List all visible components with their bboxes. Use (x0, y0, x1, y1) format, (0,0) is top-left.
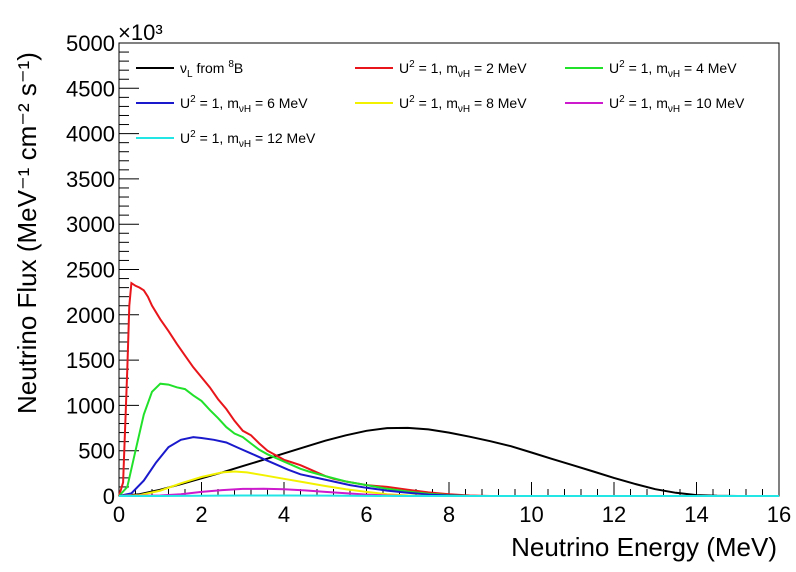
legend-label: U2 = 1, mνH = 10 MeV (609, 94, 745, 115)
y-tick-label: 0 (103, 484, 115, 509)
legend-label: U2 = 1, mνH = 6 MeV (180, 94, 308, 115)
y-tick-label: 1500 (66, 348, 115, 373)
y-tick-label: 2000 (66, 303, 115, 328)
y-tick-label: 500 (78, 439, 115, 464)
x-axis-ticks: 0 2 4 6 8 10 12 14 16 (113, 482, 791, 527)
x-tick-label: 2 (195, 502, 207, 527)
y-tick-label: 3000 (66, 212, 115, 237)
legend-label: U2 = 1, mνH = 2 MeV (399, 59, 527, 80)
y-axis-title: Neutrino Flux (MeV⁻¹ cm⁻² s⁻¹) (12, 52, 42, 414)
x-tick-label: 0 (113, 502, 125, 527)
x-axis-title: Neutrino Energy (MeV) (511, 532, 777, 562)
legend-label: U2 = 1, mνH = 8 MeV (399, 94, 527, 115)
series-line-1 (118, 281, 779, 497)
series-line-6 (119, 494, 779, 497)
x-tick-label: 12 (602, 502, 626, 527)
legend: νL from 8B U2 = 1, mνH = 2 MeV U2 = 1, mνH… (136, 59, 745, 150)
legend-label: U2 = 1, mνH = 12 MeV (180, 129, 316, 150)
y-tick-label: 3500 (66, 167, 115, 192)
series-line-3 (118, 436, 779, 497)
x-tick-label: 6 (360, 502, 372, 527)
x-tick-label: 8 (443, 502, 455, 527)
series-line-2 (118, 382, 779, 497)
x-tick-label: 10 (519, 502, 543, 527)
y-axis-ticks: 0 500 1000 1500 2000 2500 3000 3500 4000 4500 5000 (66, 31, 139, 509)
y-tick-label: 1000 (66, 393, 115, 418)
y-axis-multiplier: ×10³ (118, 20, 163, 45)
y-tick-label: 5000 (66, 31, 115, 56)
x-tick-label: 4 (278, 502, 290, 527)
legend-label: νL from 8B (180, 59, 243, 80)
series-line-4 (118, 470, 779, 497)
y-tick-label: 4500 (66, 76, 115, 101)
series-layer (118, 281, 779, 497)
y-tick-label: 4000 (66, 122, 115, 147)
x-tick-label: 14 (684, 502, 708, 527)
x-tick-label: 16 (767, 502, 791, 527)
y-tick-label: 2500 (66, 258, 115, 283)
legend-label: U2 = 1, mνH = 4 MeV (609, 59, 737, 80)
